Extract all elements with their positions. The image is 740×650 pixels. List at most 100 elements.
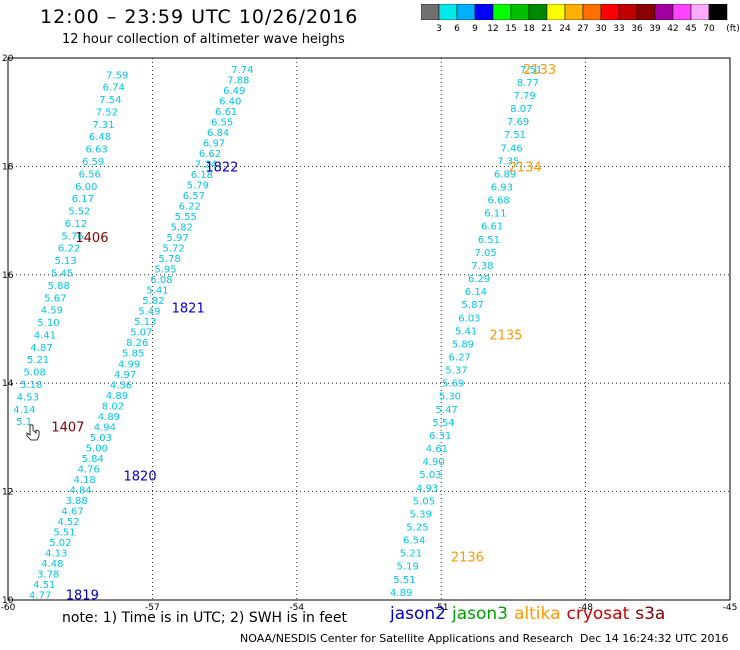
swh-value-label: 7.31 — [92, 120, 114, 131]
swh-value-label: 4.76 — [78, 464, 100, 475]
swh-value-label: 7.74 — [231, 65, 253, 76]
swh-value-label: 3.88 — [65, 496, 87, 507]
swh-value-label: 6.31 — [429, 431, 451, 442]
swh-value-label: 5.55 — [175, 212, 197, 223]
swh-value-label: 5.79 — [187, 181, 209, 192]
swh-value-label: 6.08 — [150, 275, 172, 286]
swh-value-label: 5.41 — [146, 286, 168, 297]
longitude-tick-label: -51 — [434, 603, 449, 613]
pointer-cursor-icon — [26, 424, 40, 441]
swh-value-label: 7.52 — [96, 107, 118, 118]
swh-value-label: 5.97 — [167, 233, 189, 244]
swh-value-label: 4.67 — [61, 506, 83, 517]
colorbar-tick-label: 18 — [523, 24, 535, 34]
swh-value-label: 6.51 — [478, 235, 500, 246]
colorbar-tick-label: 70 — [703, 24, 715, 34]
swh-value-label: 5.25 — [406, 522, 428, 533]
swh-value-label: 5.13 — [54, 256, 76, 267]
swh-value-label: 4.84 — [69, 485, 91, 496]
swh-value-label: 8.77 — [517, 78, 539, 89]
credit-line: NOAA/NESDIS Center for Satellite Applica… — [240, 632, 574, 645]
swh-value-label: 7.54 — [99, 95, 121, 106]
swh-value-label: 5.02 — [49, 538, 71, 549]
swh-value-label: 4.48 — [41, 559, 63, 570]
swh-value-label: 7.79 — [514, 91, 536, 102]
swh-value-label: 4.99 — [118, 359, 140, 370]
swh-value-label: 4.93 — [416, 483, 438, 494]
pass-time-label: 1822 — [205, 160, 238, 175]
swh-value-label: 6.27 — [449, 353, 471, 364]
swh-value-label: 7.51 — [520, 65, 542, 76]
swh-value-label: 5.21 — [400, 549, 422, 560]
longitude-tick-label: -57 — [145, 603, 160, 613]
swh-value-label: 4.52 — [57, 517, 79, 528]
latitude-tick-label: 20 — [2, 54, 14, 64]
swh-value-label: 8.07 — [510, 104, 532, 115]
colorbar-tick-label: 3 — [436, 24, 442, 34]
colorbar-tick-label: 9 — [472, 24, 478, 34]
swh-value-label: 6.55 — [211, 117, 233, 128]
swh-value-label: 5.51 — [393, 575, 415, 586]
colorbar-tick-label: 24 — [559, 24, 571, 34]
swh-value-label: 5.49 — [138, 307, 160, 318]
swh-value-label: 7.46 — [501, 143, 523, 154]
latitude-tick-label: 12 — [2, 488, 13, 498]
swh-value-label: 5.30 — [439, 392, 461, 403]
swh-value-label: 7.05 — [475, 248, 497, 259]
swh-value-label: 5.85 — [122, 349, 144, 360]
colorbar-tick-label: 33 — [613, 24, 624, 34]
swh-value-label: 4.89 — [390, 588, 412, 599]
colorbar-tick-label: 45 — [685, 24, 696, 34]
swh-value-label: 5.19 — [397, 562, 419, 573]
latitude-tick-label: 16 — [2, 271, 14, 281]
swh-value-label: 5.03 — [419, 470, 441, 481]
swh-value-label: 3.78 — [37, 570, 59, 581]
swh-value-label: 5.88 — [48, 281, 70, 292]
swh-value-label: 5.1 — [16, 417, 32, 428]
pass-time-label: 2134 — [509, 160, 542, 175]
longitude-tick-label: -60 — [1, 603, 16, 613]
legend-cryosat: cryosat — [566, 604, 630, 624]
swh-value-label: 7.35 — [497, 156, 519, 167]
swh-value-label: 5.76 — [61, 231, 83, 242]
swh-value-label: 4.94 — [94, 422, 116, 433]
legend-jason3: jason3 — [452, 604, 508, 624]
swh-value-label: 5.39 — [410, 509, 432, 520]
legend-jason2: jason2 — [390, 604, 446, 624]
swh-value-label: 4.89 — [106, 391, 128, 402]
swh-value-label: 6.59 — [82, 157, 104, 168]
swh-value-label: 5.10 — [37, 318, 59, 329]
latitude-tick-label: 14 — [2, 379, 14, 389]
colorbar-tick-label: 42 — [667, 24, 678, 34]
swh-value-label: 4.56 — [110, 380, 132, 391]
swh-value-label: 6.97 — [203, 138, 225, 149]
swh-value-label: 6.84 — [207, 128, 229, 139]
swh-value-label: 8.26 — [126, 338, 148, 349]
swh-value-label: 5.54 — [432, 418, 454, 429]
swh-value-label: 6.48 — [89, 132, 111, 143]
swh-value-label: 7.59 — [106, 70, 128, 81]
swh-value-label: 4.53 — [17, 392, 39, 403]
pass-time-label: 1821 — [172, 301, 205, 316]
colorbar-tick-label: 6 — [454, 24, 460, 34]
swh-value-label: 4.61 — [426, 444, 448, 455]
swh-value-label: 4.97 — [114, 370, 136, 381]
swh-value-label: 4.13 — [45, 549, 67, 560]
swh-value-label: 5.82 — [171, 223, 193, 234]
swh-value-label: 5.51 — [53, 527, 75, 538]
latitude-tick-label: 10 — [2, 596, 14, 606]
swh-value-label: 4.41 — [34, 330, 56, 341]
longitude-tick-label: -48 — [578, 603, 593, 613]
swh-value-label: 5.52 — [68, 207, 90, 218]
swh-value-label: 4.59 — [41, 306, 63, 317]
swh-value-label: 6.54 — [403, 536, 425, 547]
swh-value-label: 6.93 — [491, 183, 513, 194]
swh-value-label: 6.74 — [103, 83, 125, 94]
swh-value-label: 6.62 — [199, 149, 221, 160]
legend-s3a: s3a — [635, 604, 666, 624]
swh-value-label: 5.18 — [20, 380, 42, 391]
swh-value-label: 6.22 — [179, 202, 201, 213]
swh-value-label: 7.88 — [227, 75, 249, 86]
colorbar-swatch — [708, 4, 728, 20]
map-subtitle: 12 hour collection of altimeter wave hei… — [62, 32, 345, 47]
